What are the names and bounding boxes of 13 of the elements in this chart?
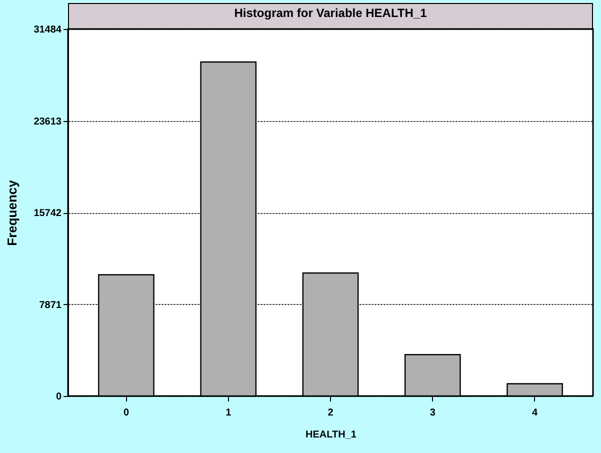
x-tick-label: 4	[532, 408, 538, 418]
y-tick-label: 7871	[39, 300, 62, 311]
x-axis-title: HEALTH_1	[306, 430, 357, 440]
y-tick-label: 31484	[34, 24, 62, 36]
y-axis-title: Frequency	[4, 179, 20, 246]
chart-title: Histogram for Variable HEALTH_1	[234, 6, 428, 20]
x-tick-label: 1	[226, 408, 232, 418]
y-tick-label: 0	[56, 392, 62, 402]
y-tick-label: 15742	[34, 208, 62, 219]
x-tick-label: 3	[430, 408, 436, 418]
x-tick-label: 0	[123, 408, 130, 418]
y-tick-label: 23613	[34, 116, 62, 128]
x-tick-label: 2	[328, 408, 334, 418]
